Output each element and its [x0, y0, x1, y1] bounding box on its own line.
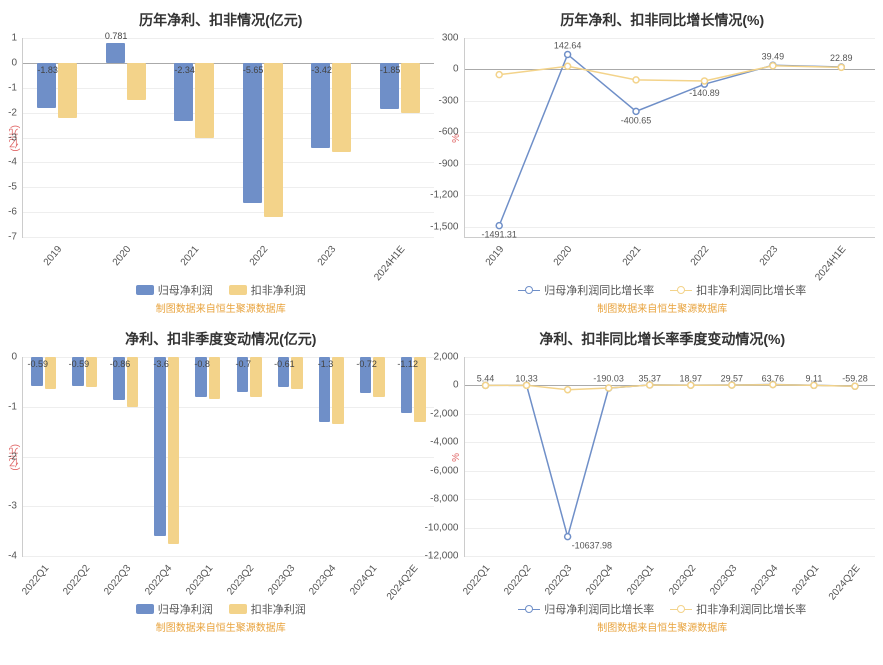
- plot-area: 2,0000-2,000-4,000-6,000-8,000-10,000-12…: [464, 357, 876, 557]
- value-label: -10637.98: [571, 541, 611, 551]
- legend: 归母净利润扣非净利润: [8, 601, 434, 617]
- bar: [311, 63, 330, 148]
- legend-item: 扣非净利润: [229, 601, 306, 617]
- bar: [127, 63, 146, 100]
- marker: [564, 534, 570, 540]
- source-text: 制图数据来自恒生聚源数据库: [450, 619, 876, 634]
- value-label: -59.28: [842, 373, 867, 383]
- marker: [633, 77, 639, 83]
- value-label: 18.97: [679, 373, 701, 383]
- value-label: -1.85: [380, 65, 401, 75]
- chart-title: 净利、扣非同比增长率季度变动情况(%): [450, 329, 876, 349]
- value-label: -0.86: [110, 359, 131, 369]
- chart-title: 历年净利、扣非同比增长情况(%): [450, 10, 876, 30]
- legend-item: 扣非净利润同比增长率: [670, 601, 806, 617]
- legend: 归母净利润同比增长率扣非净利润同比增长率: [450, 601, 876, 617]
- legend-item: 归母净利润: [136, 282, 213, 298]
- marker: [838, 64, 844, 70]
- legend: 归母净利润扣非净利润: [8, 282, 434, 298]
- chart-title: 净利、扣非季度变动情况(亿元): [8, 329, 434, 349]
- value-label: -0.61: [274, 359, 295, 369]
- panel-2: 历年净利、扣非同比增长情况(%) % 3000-300-600-900-1,20…: [442, 0, 883, 319]
- value-label: 29.57: [720, 373, 742, 383]
- x-axis: 2022Q12022Q22022Q32022Q42023Q12023Q22023…: [22, 557, 434, 597]
- panel-4: 净利、扣非同比增长率季度变动情况(%) % 2,0000-2,000-4,000…: [442, 319, 883, 638]
- plot-area: 10-1-2-3-4-5-6-7-1.830.781-2.34-5.65-3.4…: [22, 38, 434, 238]
- source-text: 制图数据来自恒生聚源数据库: [8, 300, 434, 315]
- x-axis: 201920202021202220232024H1E: [22, 238, 434, 278]
- bar: [332, 63, 351, 153]
- value-label: 5.44: [476, 373, 493, 383]
- value-label: 63.76: [761, 373, 783, 383]
- value-label: -0.59: [69, 359, 90, 369]
- bar: [195, 63, 214, 138]
- marker: [701, 78, 707, 84]
- value-label: -1.3: [318, 359, 334, 369]
- bar: [58, 63, 77, 118]
- source-text: 制图数据来自恒生聚源数据库: [450, 300, 876, 315]
- chart-title: 历年净利、扣非情况(亿元): [8, 10, 434, 30]
- value-label: -190.03: [593, 373, 623, 383]
- bar: [401, 63, 420, 113]
- value-label: -1.83: [37, 65, 58, 75]
- value-label: 35.37: [638, 373, 660, 383]
- value-label: -3.6: [153, 359, 169, 369]
- value-label: 9.11: [805, 373, 822, 383]
- bar: [250, 357, 262, 397]
- value-label: -140.89: [689, 88, 719, 98]
- value-label: -5.65: [243, 65, 264, 75]
- value-label: 0.781: [105, 31, 128, 41]
- value-label: -3.42: [311, 65, 332, 75]
- value-label: -0.59: [28, 359, 49, 369]
- marker: [496, 72, 502, 78]
- x-axis: 2022Q12022Q22022Q32022Q42023Q12023Q22023…: [464, 557, 876, 597]
- bar: [154, 357, 166, 536]
- marker: [564, 51, 570, 57]
- value-label: -1.12: [397, 359, 418, 369]
- marker: [564, 387, 570, 393]
- legend: 归母净利润同比增长率扣非净利润同比增长率: [450, 282, 876, 298]
- value-label: 142.64: [553, 40, 580, 50]
- plot-area: 3000-300-600-900-1,200-1,500-1491.31142.…: [464, 38, 876, 238]
- legend-item: 归母净利润同比增长率: [518, 282, 654, 298]
- legend-item: 扣非净利润同比增长率: [670, 282, 806, 298]
- bar: [243, 63, 262, 204]
- source-text: 制图数据来自恒生聚源数据库: [8, 619, 434, 634]
- line-series: [499, 66, 841, 81]
- panel-3: 净利、扣非季度变动情况(亿元) (亿元) 0-1-2-3-4-0.59-0.59…: [0, 319, 442, 638]
- marker: [496, 223, 502, 229]
- bar: [106, 43, 125, 62]
- marker: [851, 383, 857, 389]
- line-series: [485, 385, 854, 390]
- value-label: -0.7: [236, 359, 252, 369]
- bar: [209, 357, 221, 399]
- plot-area: 0-1-2-3-4-0.59-0.59-0.86-3.6-0.8-0.7-0.6…: [22, 357, 434, 557]
- value-label: -0.8: [194, 359, 210, 369]
- legend-item: 归母净利润同比增长率: [518, 601, 654, 617]
- value-label: 10.33: [515, 373, 537, 383]
- value-label: 22.89: [830, 53, 852, 63]
- bar: [264, 63, 283, 217]
- value-label: 39.49: [761, 51, 783, 61]
- chart-grid: 历年净利、扣非情况(亿元) (亿元) 10-1-2-3-4-5-6-7-1.83…: [0, 0, 883, 638]
- legend-item: 归母净利润: [136, 601, 213, 617]
- legend-item: 扣非净利润: [229, 282, 306, 298]
- marker: [564, 63, 570, 69]
- line-series: [485, 385, 854, 537]
- marker: [605, 385, 611, 391]
- bar: [332, 357, 344, 424]
- value-label: -0.72: [356, 359, 377, 369]
- bar: [168, 357, 180, 544]
- value-label: -400.65: [620, 115, 650, 125]
- x-axis: 201920202021202220232024H1E: [464, 238, 876, 278]
- panel-1: 历年净利、扣非情况(亿元) (亿元) 10-1-2-3-4-5-6-7-1.83…: [0, 0, 442, 319]
- marker: [633, 108, 639, 114]
- value-label: -2.34: [174, 65, 195, 75]
- marker: [769, 63, 775, 69]
